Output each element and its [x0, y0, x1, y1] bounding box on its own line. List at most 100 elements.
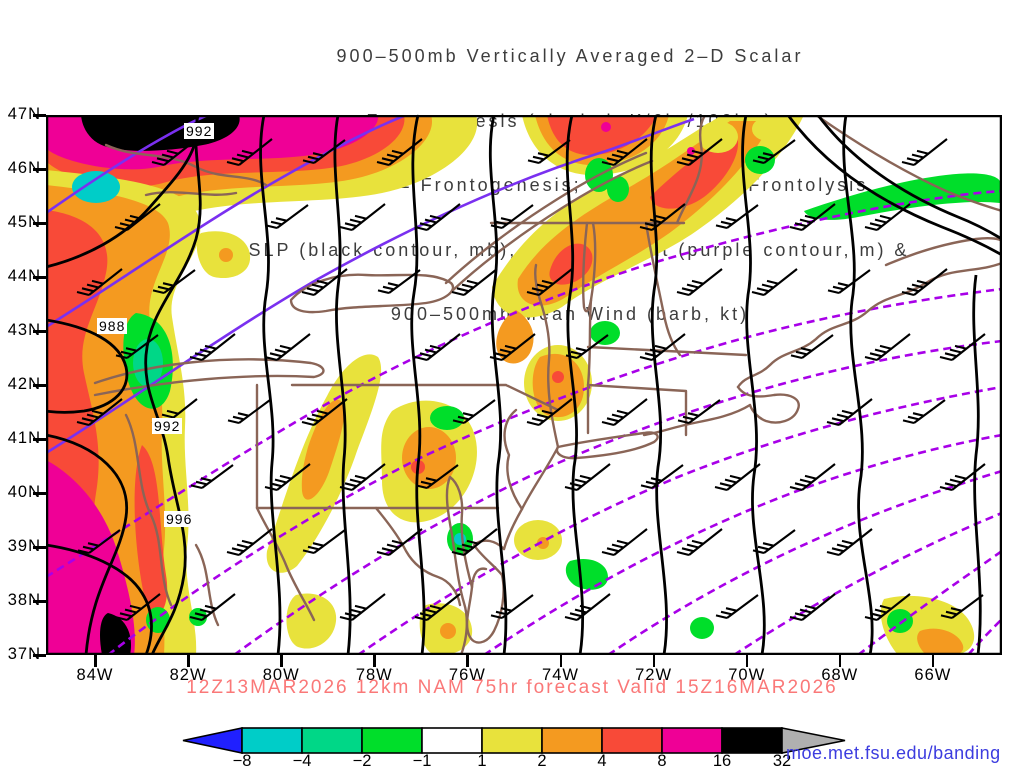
lon-axis-label: 76W: [448, 666, 486, 684]
lon-axis-label: 72W: [635, 666, 673, 684]
colorbar-left-arrow: [182, 727, 243, 754]
wind-barb: [938, 332, 987, 362]
colorbar-segment: [661, 727, 723, 754]
lat-axis-label: 41N: [7, 429, 41, 447]
colorbar-value-label: 16: [712, 752, 732, 770]
lon-tick: [652, 655, 656, 667]
lat-axis-label: 43N: [7, 321, 41, 339]
lat-axis-label: 39N: [7, 537, 41, 555]
colorbar: [182, 727, 846, 754]
lat-tick: [33, 492, 46, 495]
wind-barb: [938, 462, 987, 492]
wind-barb: [600, 397, 649, 427]
lat-axis-label: 37N: [7, 645, 41, 663]
lon-tick: [373, 655, 376, 667]
lat-tick: [33, 438, 46, 441]
lat-tick: [33, 168, 46, 171]
wind-barb: [225, 527, 274, 557]
wind-barb: [863, 332, 912, 362]
colorbar-segment: [541, 727, 603, 754]
colorbar-right-arrow: [781, 727, 846, 754]
lon-tick: [280, 655, 283, 667]
lon-axis-label: 78W: [355, 666, 393, 684]
lat-axis-label: 47N: [7, 105, 41, 123]
colorbar-segment: [361, 727, 423, 754]
colorbar-value-label: −1: [412, 752, 432, 770]
lat-axis-label: 40N: [7, 483, 41, 501]
colorbar-segment: [301, 727, 363, 754]
lat-tick: [33, 222, 46, 225]
colorbar-segment: [481, 727, 543, 754]
colorbar-value-label: −2: [352, 752, 372, 770]
colorbar-value-label: −8: [232, 752, 252, 770]
wind-barb: [338, 592, 387, 622]
lon-tick: [466, 655, 469, 667]
wind-barb: [638, 332, 687, 362]
lat-axis-label: 44N: [7, 267, 41, 285]
colorbar-value-label: 1: [477, 752, 487, 770]
title-line: 900–500mb Vertically Averaged 2–D Scalar: [336, 46, 804, 66]
lat-tick: [33, 330, 46, 333]
wind-barb: [226, 398, 272, 425]
geography-layer: [93, 115, 1002, 655]
wind-barb: [750, 267, 799, 297]
lon-axis-label: 82W: [169, 666, 207, 684]
map-canvas: [46, 115, 1002, 655]
lon-tick: [838, 655, 842, 667]
lon-tick: [94, 655, 97, 667]
lat-axis-label: 38N: [7, 591, 41, 609]
lat-tick: [33, 114, 46, 117]
site-link[interactable]: moe.met.fsu.edu/banding: [786, 743, 1001, 763]
height-contours-layer: [46, 115, 1002, 655]
lon-axis-label: 70W: [728, 666, 766, 684]
wind-barb: [264, 203, 310, 230]
lat-axis-label: 46N: [7, 159, 41, 177]
wind-barb: [825, 527, 874, 557]
wind-barb: [826, 268, 872, 295]
lon-tick: [559, 655, 562, 667]
mslp-contour-label: 992: [184, 123, 215, 139]
wind-barb: [338, 202, 387, 232]
lon-tick: [187, 655, 190, 667]
wind-barb: [901, 398, 947, 425]
wind-barb: [675, 267, 724, 297]
colorbar-value-label: 8: [657, 752, 667, 770]
mslp-contour-label: 996: [164, 511, 195, 527]
mslp-contour-label: 988: [97, 318, 128, 334]
wind-barb: [600, 527, 649, 557]
lat-tick: [33, 384, 46, 387]
colorbar-segment: [721, 727, 783, 754]
lon-tick: [745, 655, 749, 667]
lon-tick: [931, 655, 935, 667]
map-border: [46, 115, 1002, 655]
colorbar-value-label: 4: [597, 752, 607, 770]
colorbar-value-label: 2: [537, 752, 547, 770]
mslp-contours-layer: [46, 115, 1002, 655]
wind-barb: [263, 332, 312, 362]
lon-axis-label: 66W: [914, 666, 952, 684]
wind-barb: [413, 332, 462, 362]
forecast-valid-text: 12Z13MAR2026 12km NAM 75hr forecast Vali…: [186, 677, 838, 698]
wind-barb: [714, 593, 760, 620]
colorbar-value-label: −4: [292, 752, 312, 770]
lat-tick: [33, 276, 46, 279]
wind-barb: [751, 528, 797, 555]
lon-axis-label: 84W: [76, 666, 114, 684]
wind-barb: [189, 463, 235, 490]
colorbar-value-label: 32: [772, 752, 792, 770]
wind-barb: [563, 592, 612, 622]
mslp-contour-label: 992: [152, 418, 183, 434]
lat-axis-label: 42N: [7, 375, 41, 393]
wind-barb: [489, 593, 535, 620]
lat-tick: [33, 600, 46, 603]
lon-axis-label: 68W: [821, 666, 859, 684]
colorbar-segment: [241, 727, 303, 754]
wind-barb: [375, 527, 424, 557]
wind-barb: [789, 333, 835, 360]
colorbar-segment: [421, 727, 483, 754]
lon-axis-label: 74W: [542, 666, 579, 684]
wind-barb: [900, 137, 949, 167]
colorbar-segment: [601, 727, 663, 754]
wind-barb: [489, 203, 535, 230]
lat-axis-label: 45N: [7, 213, 41, 231]
